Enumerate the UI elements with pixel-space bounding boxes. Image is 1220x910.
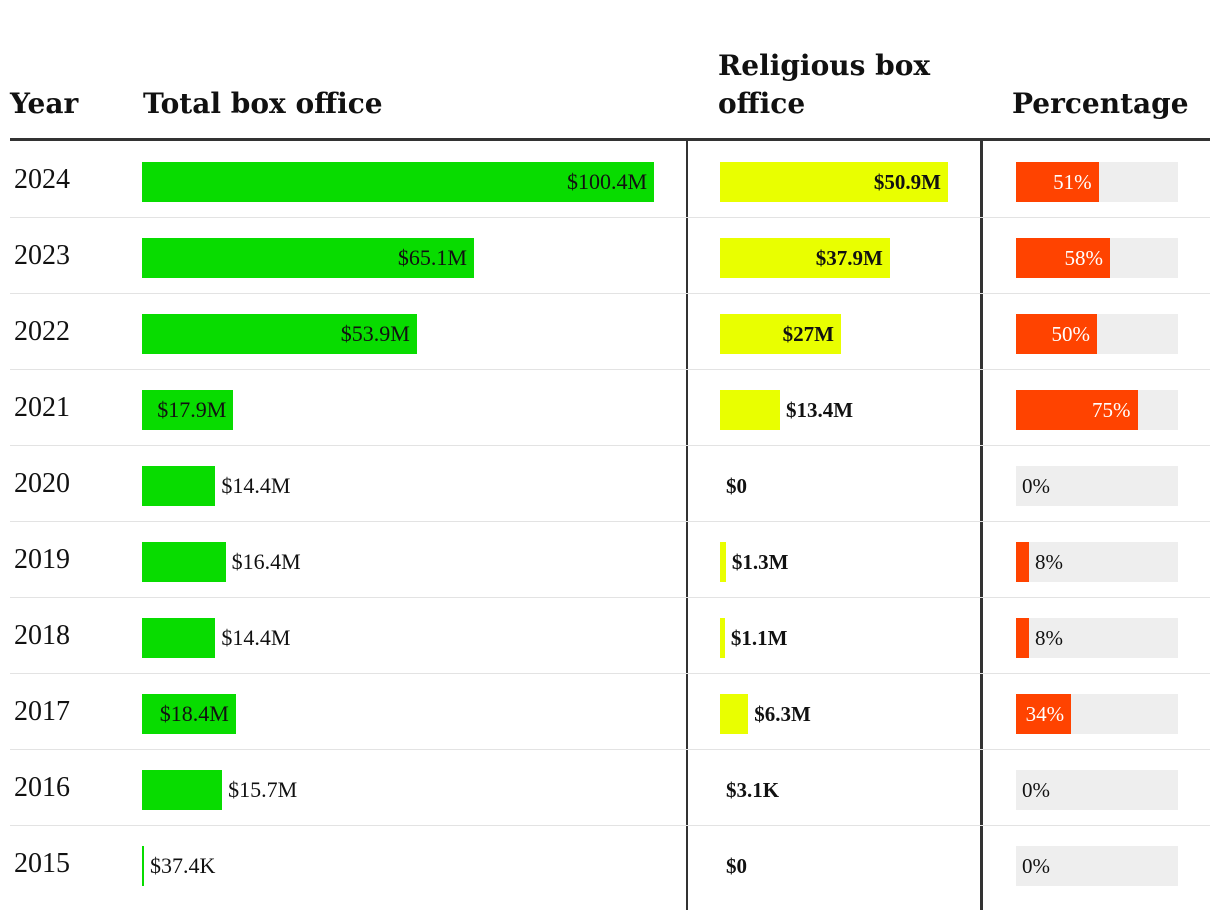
percentage-track xyxy=(1016,770,1178,810)
religious-value-label: $1.1M xyxy=(730,626,788,650)
year-label: 2022 xyxy=(14,316,70,347)
percentage-track xyxy=(1016,542,1178,582)
total-bar xyxy=(142,466,216,506)
religious-value-label: $13.4M xyxy=(786,398,854,422)
row-separator xyxy=(10,521,1210,522)
year-label: 2020 xyxy=(14,468,70,499)
religious-value-label: $27M xyxy=(782,322,834,346)
total-value-label: $37.4K xyxy=(150,853,216,878)
column-divider-percentage xyxy=(980,141,983,910)
row-separator xyxy=(10,825,1210,826)
percentage-value-label: 0% xyxy=(1022,778,1050,802)
percentage-bar xyxy=(1016,618,1029,658)
year-label: 2018 xyxy=(14,620,70,651)
table-row: 2016 $15.7M $3.1K 0% xyxy=(0,750,1220,826)
percentage-track xyxy=(1016,466,1178,506)
percentage-value-label: 8% xyxy=(1034,550,1063,574)
religious-value-label: $50.9M xyxy=(873,170,941,194)
total-bar xyxy=(142,238,474,278)
row-separator xyxy=(10,673,1210,674)
total-bar xyxy=(142,694,236,734)
total-bar xyxy=(142,390,234,430)
total-value-label: $65.1M xyxy=(397,245,467,270)
percentage-value-label: 34% xyxy=(1025,702,1065,726)
table-row: 2015 $37.4K $0 0% xyxy=(0,826,1220,902)
percentage-value-label: 50% xyxy=(1051,322,1091,346)
percentage-value-label: 0% xyxy=(1022,854,1050,878)
table-row: 2017 $18.4M $6.3M 34% xyxy=(0,674,1220,750)
percentage-value-label: 8% xyxy=(1034,626,1063,650)
religious-value-label: $0 xyxy=(726,474,747,498)
religious-value-label: $3.1K xyxy=(726,778,780,802)
table-row: 2021 $17.9M $13.4M 75% xyxy=(0,370,1220,446)
percentage-track xyxy=(1016,846,1178,886)
total-value-label: $53.9M xyxy=(340,321,410,346)
total-value-label: $14.4M xyxy=(221,473,291,498)
percentage-bar xyxy=(1016,390,1138,430)
religious-value-label: $0 xyxy=(726,854,747,878)
percentage-bar xyxy=(1016,314,1097,354)
row-separator xyxy=(10,369,1210,370)
total-bar xyxy=(142,162,654,202)
religious-bar xyxy=(720,390,781,430)
religious-bar xyxy=(720,162,948,202)
header-percentage: Percentage xyxy=(1012,87,1189,120)
total-value-label: $14.4M xyxy=(221,625,291,650)
percentage-bar xyxy=(1016,694,1072,734)
percentage-bar xyxy=(1016,162,1099,202)
percentage-value-label: 0% xyxy=(1022,474,1050,498)
table-row: 2024 $100.4M $50.9M 51% xyxy=(0,142,1220,218)
row-separator xyxy=(10,749,1210,750)
header-year: Year xyxy=(10,87,79,120)
total-value-label: $15.7M xyxy=(228,777,298,802)
percentage-value-label: 51% xyxy=(1053,170,1092,194)
total-value-label: $16.4M xyxy=(231,549,301,574)
percentage-value-label: 75% xyxy=(1092,398,1131,422)
year-label: 2017 xyxy=(14,696,70,727)
row-separator xyxy=(10,293,1210,294)
total-value-label: $18.4M xyxy=(159,701,229,726)
row-separator xyxy=(10,445,1210,446)
total-value-label: $17.9M xyxy=(157,397,227,422)
total-bar xyxy=(142,314,417,354)
year-label: 2015 xyxy=(14,848,70,879)
religious-value-label: $1.3M xyxy=(731,550,789,574)
religious-bar xyxy=(720,618,725,658)
religious-value-label: $6.3M xyxy=(754,702,811,726)
header-rule xyxy=(10,138,1210,141)
column-divider-religious xyxy=(686,141,688,910)
total-bar xyxy=(142,846,144,886)
header-religious-box-office-line1: Religious box xyxy=(718,49,931,82)
year-label: 2016 xyxy=(14,772,70,803)
header-religious-box-office-line2: office xyxy=(718,87,806,120)
year-label: 2021 xyxy=(14,392,70,423)
total-value-label: $100.4M xyxy=(566,169,647,194)
total-bar xyxy=(142,618,216,658)
religious-value-label: $37.9M xyxy=(815,246,883,270)
total-bar xyxy=(142,542,226,582)
percentage-bar xyxy=(1016,238,1110,278)
table-row: 2022 $53.9M $27M 50% xyxy=(0,294,1220,370)
table-row: 2018 $14.4M $1.1M 8% xyxy=(0,598,1220,674)
table-row: 2020 $14.4M $0 0% xyxy=(0,446,1220,522)
percentage-track xyxy=(1016,618,1178,658)
religious-bar xyxy=(720,314,841,354)
header-total-box-office: Total box office xyxy=(143,87,383,120)
year-label: 2023 xyxy=(14,240,70,271)
table-row: 2023 $65.1M $37.9M 58% xyxy=(0,218,1220,294)
percentage-bar xyxy=(1016,542,1029,582)
total-bar xyxy=(142,770,223,810)
year-label: 2024 xyxy=(14,164,70,195)
row-separator xyxy=(10,597,1210,598)
table-row: 2019 $16.4M $1.3M 8% xyxy=(0,522,1220,598)
row-separator xyxy=(10,217,1210,218)
religious-bar xyxy=(720,542,726,582)
religious-bar xyxy=(720,694,749,734)
year-label: 2019 xyxy=(14,544,70,575)
religious-bar xyxy=(720,238,890,278)
percentage-value-label: 58% xyxy=(1064,246,1103,270)
